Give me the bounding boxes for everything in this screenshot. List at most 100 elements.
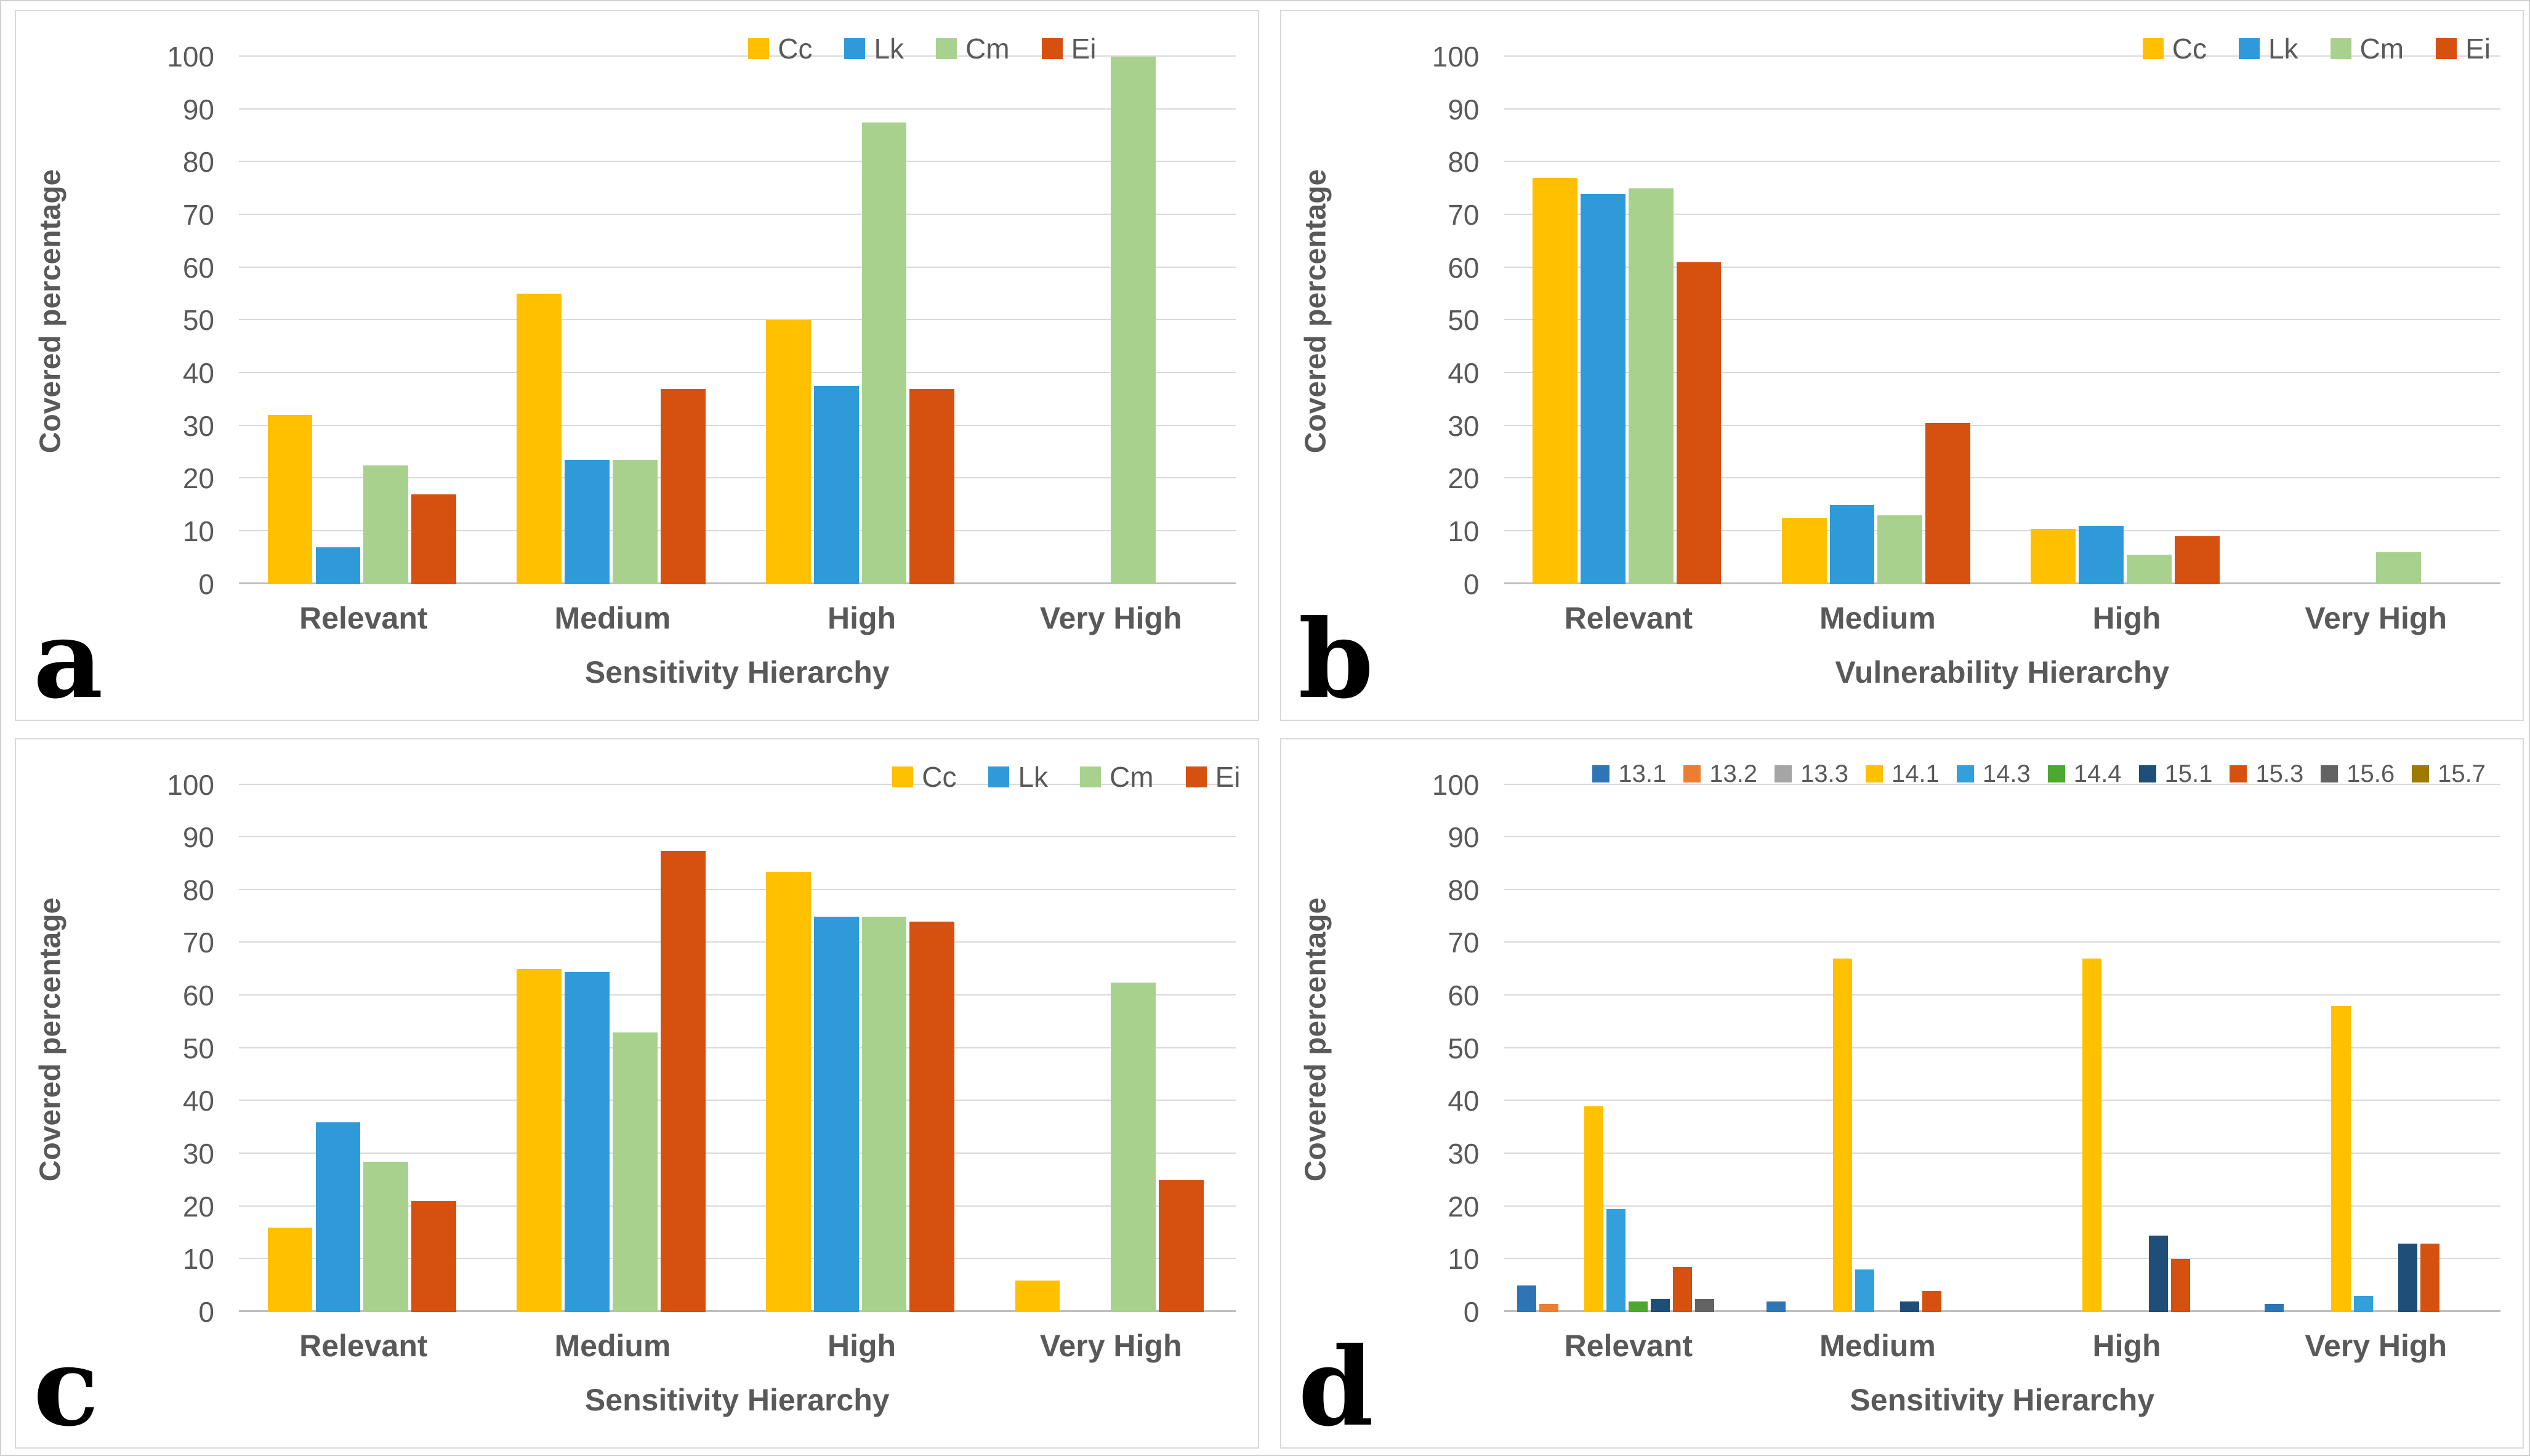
bar-14.4-Relevant: [1628, 1301, 1648, 1312]
legend-label: 14.4: [2073, 760, 2122, 787]
legend-swatch-icon: [936, 38, 957, 59]
bar-Lk-Relevant: [315, 1122, 361, 1312]
category-label: Relevant: [1564, 1329, 1693, 1363]
category-label: Very High: [1039, 600, 1182, 635]
gridline: [1504, 213, 2500, 215]
legend-label: Cm: [2359, 33, 2404, 65]
gridline: [239, 319, 1236, 321]
x-axis-line: [1504, 1310, 2500, 1312]
bar-15.1-Very High: [2398, 1243, 2417, 1312]
gridline: [1504, 1047, 2500, 1048]
legend-item: 15.6: [2321, 760, 2395, 788]
legend-swatch-icon: [748, 38, 770, 59]
gridline: [239, 424, 1236, 426]
bar-Cm-Medium: [1877, 515, 1923, 584]
y-tick-label: 50: [1448, 304, 1480, 337]
gridline: [1504, 266, 2500, 268]
y-tick-label: 0: [1463, 1296, 1480, 1328]
bar-Ei-High: [2174, 536, 2220, 584]
panel-letter: b: [1298, 596, 1374, 723]
legend-label: Lk: [1018, 760, 1049, 793]
chart-panel-a: Covered percentage 0 10 20 30 40 50 60 70 80 90 10…: [15, 10, 1259, 721]
legend-item: 14.3: [1956, 760, 2031, 788]
bar-Cc-Medium: [517, 969, 562, 1312]
y-tick-label: 10: [1448, 515, 1480, 547]
chart-panel-d: Covered percentage 0 10 20 30 40 50 60 70 80 90 10…: [1279, 738, 2524, 1449]
legend-swatch-icon: [1865, 765, 1883, 782]
y-tick-label: 60: [1448, 251, 1480, 284]
bar-Ei-Medium: [660, 850, 706, 1312]
y-tick-label: 50: [182, 304, 214, 337]
bar-Cc-Relevant: [267, 1227, 313, 1312]
plot-area: 0 10 20 30 40 50 60 70 80 90 100 Relevant Medium High…: [167, 41, 1236, 635]
quadrant-d: Covered percentage 0 10 20 30 40 50 60 70 80 90 10…: [1265, 728, 2530, 1456]
quadrant-c: Covered percentage 0 10 20 30 40 50 60 70 80 90 10…: [0, 728, 1265, 1456]
bar-Cm-Medium: [612, 460, 658, 584]
legend-swatch-icon: [844, 38, 866, 59]
bar-15.3-Medium: [1922, 1290, 1941, 1312]
gridline: [239, 55, 1236, 57]
gridline: [239, 1100, 1236, 1101]
y-axis-title: Covered percentage: [1299, 897, 1332, 1181]
gridline: [239, 477, 1236, 479]
y-tick-label: 70: [1448, 198, 1480, 231]
chart-panel-b: Covered percentage 0 10 20 30 40 50 60 70 80 90 10…: [1279, 10, 2524, 723]
bar-Cc-Relevant: [267, 415, 313, 584]
bar-15.6-Relevant: [1695, 1298, 1715, 1312]
y-tick-label: 90: [1448, 93, 1480, 126]
panel-letter: a: [33, 596, 103, 723]
y-tick-label: 20: [1448, 462, 1480, 495]
category-label: Very High: [2305, 1329, 2447, 1363]
bar-Cm-High: [861, 123, 907, 584]
y-tick-label: 90: [182, 93, 214, 126]
bar-Ei-Relevant: [1676, 262, 1722, 584]
legend-swatch-icon: [2330, 38, 2351, 59]
y-tick-label: 30: [182, 409, 214, 442]
x-axis-line: [1504, 582, 2500, 584]
y-tick-label: 0: [198, 568, 214, 600]
legend-label: Lk: [874, 33, 904, 65]
bar-Ei-Relevant: [411, 494, 456, 584]
bar-Cm-High: [861, 916, 907, 1312]
y-tick-label: 100: [1432, 41, 1480, 73]
legend-item: Lk: [844, 32, 904, 65]
gridline: [239, 1258, 1236, 1260]
bar-Lk-Medium: [1829, 505, 1875, 584]
legend: Cc Lk Cm Ei: [2142, 32, 2491, 65]
legend-label: Ei: [2465, 33, 2491, 65]
category-label: Very High: [1039, 1329, 1182, 1363]
y-tick-label: 40: [1448, 1085, 1480, 1117]
y-tick-label: 0: [1463, 568, 1480, 600]
legend-swatch-icon: [1080, 766, 1102, 787]
gridline: [239, 1152, 1236, 1154]
legend-swatch-icon: [2138, 765, 2156, 782]
category-label: High: [828, 1329, 896, 1363]
gridline: [1504, 319, 2500, 321]
bar-Lk-Relevant: [315, 547, 361, 584]
gridline: [239, 888, 1236, 890]
y-tick-label: 100: [167, 768, 214, 801]
legend-label: Ei: [1071, 33, 1097, 65]
legend-label: Cm: [1110, 760, 1154, 793]
legend-label: 14.3: [1982, 760, 2031, 787]
plot-area: 0 10 20 30 40 50 60 70 80 90 100 Relevant Medium High…: [1432, 769, 2500, 1363]
y-axis-title: Covered percentage: [1299, 169, 1332, 454]
gridline: [1504, 424, 2500, 426]
gridline: [1504, 1205, 2500, 1207]
legend-label: Cc: [922, 760, 957, 793]
bar-14.3-Very High: [2353, 1296, 2373, 1312]
gridline: [239, 161, 1236, 163]
gridline: [239, 941, 1236, 943]
y-tick-label: 80: [182, 146, 214, 179]
bar-Cm-Very High: [1111, 57, 1156, 584]
legend-swatch-icon: [2436, 38, 2457, 59]
bar-Lk-High: [813, 386, 859, 584]
bar-Ei-Medium: [660, 388, 706, 584]
y-tick-label: 40: [182, 1085, 214, 1117]
y-tick-label: 60: [1448, 979, 1480, 1012]
chart-panel-c: Covered percentage 0 10 20 30 40 50 60 70 80 90 10…: [15, 738, 1259, 1449]
category-label: Very High: [2305, 600, 2447, 635]
bar-Cc-Medium: [517, 294, 562, 584]
y-axis-title: Covered percentage: [34, 169, 67, 454]
